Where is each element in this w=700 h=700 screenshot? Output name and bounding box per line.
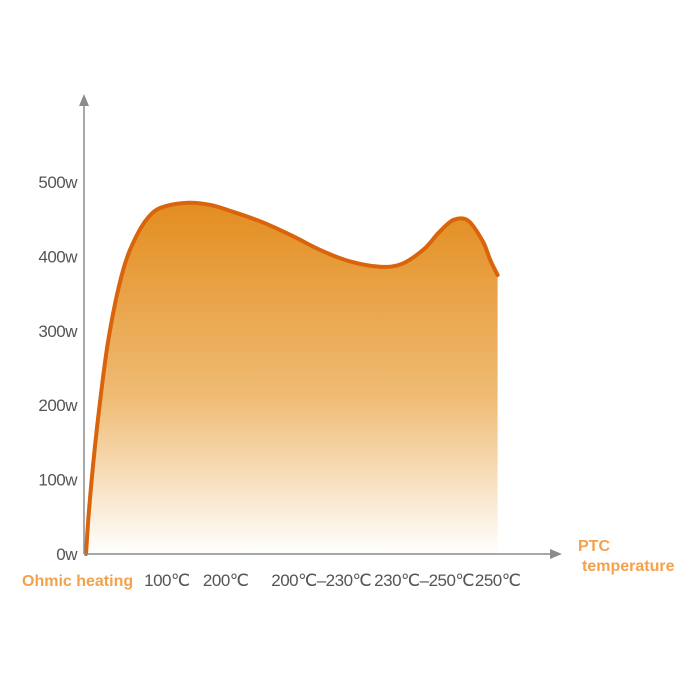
- x-tick-label: 200℃–230℃: [271, 571, 371, 590]
- area-fill: [86, 202, 498, 554]
- x-tick-label: 250℃: [475, 571, 520, 590]
- y-tick-label: 500w: [38, 173, 78, 192]
- x-tick-labels: 100℃ 200℃ 200℃–230℃ 230℃–250℃ 250℃: [144, 571, 521, 590]
- x-tick-label: 100℃: [144, 571, 189, 590]
- y-tick-label: 100w: [38, 471, 78, 490]
- x-tick-label: 200℃: [203, 571, 248, 590]
- y-tick-label: 0w: [56, 545, 78, 564]
- y-tick-label: 200w: [38, 396, 78, 415]
- origin-label: Ohmic heating: [22, 573, 133, 590]
- x-axis-arrow-icon: [550, 549, 562, 559]
- x-axis-title-line2: temperature: [582, 558, 675, 575]
- y-tick-label: 300w: [38, 322, 78, 341]
- y-tick-labels: 0w 100w 200w 300w 400w 500w: [38, 173, 78, 564]
- y-axis-arrow-icon: [79, 94, 89, 106]
- y-tick-label: 400w: [38, 247, 78, 266]
- x-tick-label: 230℃–250℃: [374, 571, 474, 590]
- x-axis-title-line1: PTC: [578, 538, 610, 555]
- series-line: [84, 200, 500, 556]
